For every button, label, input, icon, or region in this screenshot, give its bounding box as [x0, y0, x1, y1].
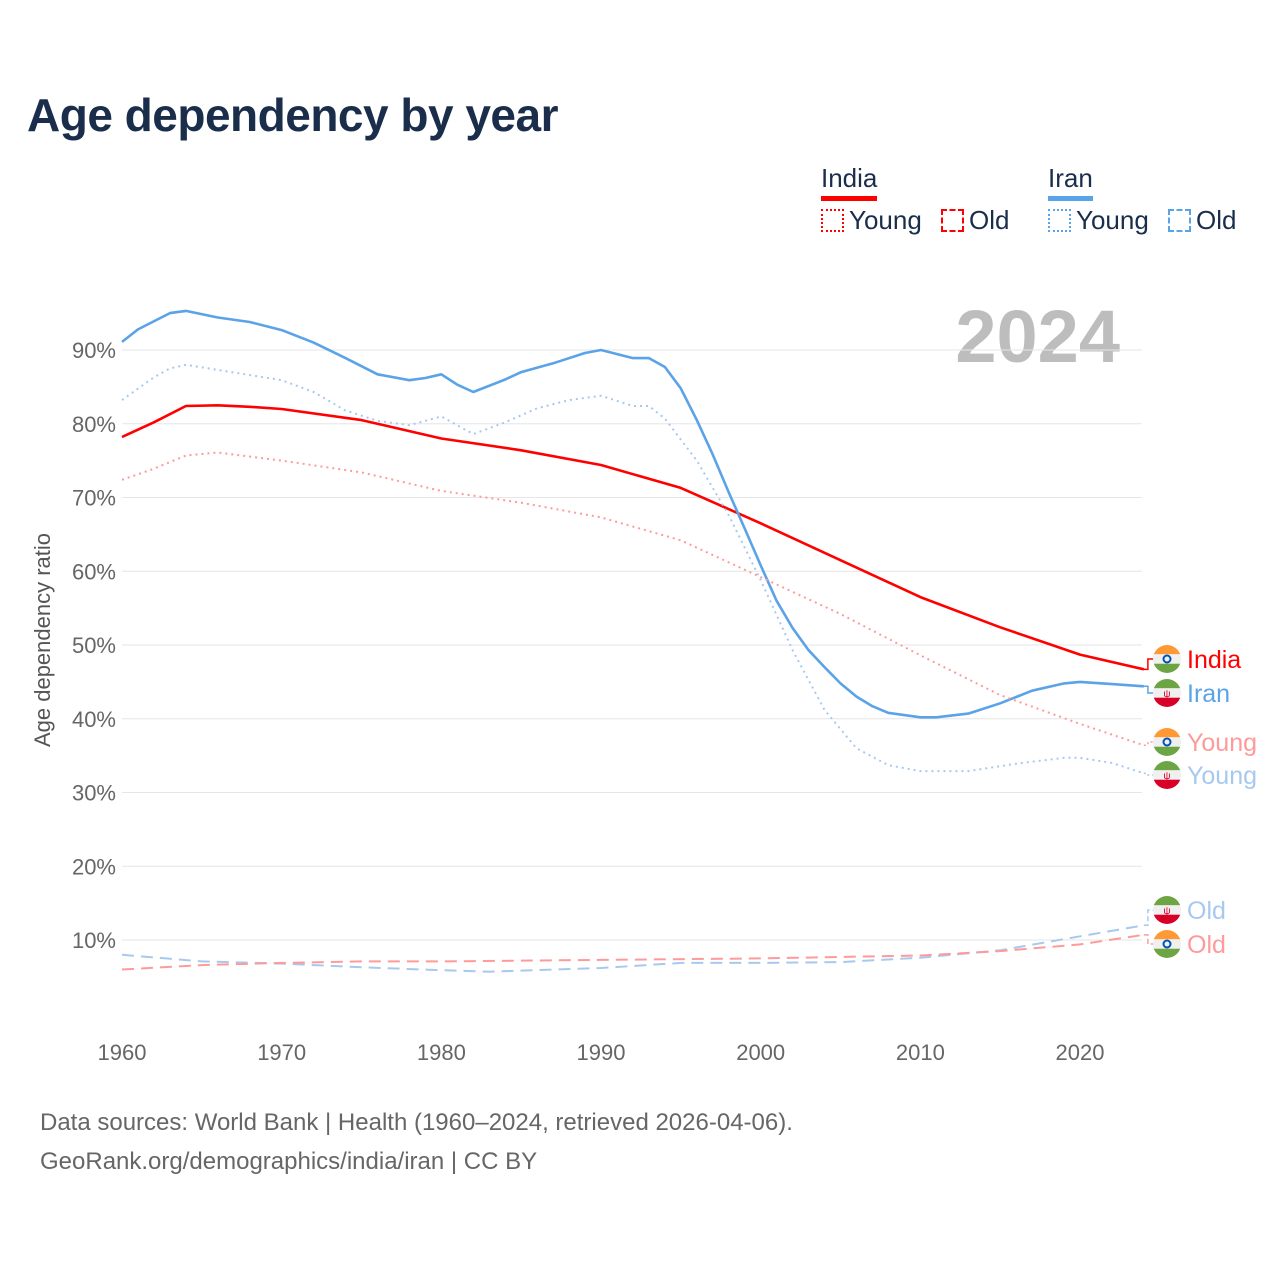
x-tick-label: 1960 — [98, 1040, 147, 1065]
flag-stripe — [1153, 779, 1181, 789]
dashed-swatch-icon — [941, 209, 964, 232]
footer-sources: Data sources: World Bank | Health (1960–… — [40, 1109, 793, 1136]
legend-india[interactable]: India — [821, 163, 878, 201]
label-connector — [1143, 772, 1154, 776]
year-overlay: 2024 — [955, 295, 1120, 378]
x-tick-label: 2000 — [736, 1040, 785, 1065]
flag-stripe — [1153, 905, 1181, 915]
legend-label: Young — [1076, 205, 1149, 235]
y-tick-label: 20% — [72, 854, 116, 879]
chakra — [1162, 654, 1172, 664]
y-tick-label: 90% — [72, 338, 116, 363]
label-connector — [1143, 658, 1154, 671]
footer-link[interactable]: GeoRank.org/demographics/india/iran | CC… — [40, 1148, 538, 1175]
y-tick-label: 50% — [72, 633, 116, 658]
legend-label: Young — [849, 205, 922, 235]
series-line-iran-old — [121, 924, 1145, 973]
india-flag-icon — [1153, 728, 1181, 756]
flag-stripe — [1153, 770, 1181, 780]
flag-stripe — [1153, 663, 1181, 673]
label-connector — [1143, 741, 1154, 747]
dashed-swatch-icon — [1168, 209, 1191, 232]
series-line-iran-young — [121, 363, 1145, 775]
flag-stripe — [1153, 930, 1181, 940]
flag-stripe — [1153, 654, 1181, 664]
iran-flag-icon: ψ — [1153, 761, 1181, 789]
iran-flag-icon: ψ — [1153, 896, 1181, 924]
chakra — [1162, 737, 1172, 747]
end-label: Young — [1187, 762, 1257, 790]
iran-flag-icon: ψ — [1153, 679, 1181, 707]
emblem: ψ — [1163, 689, 1170, 700]
y-tick-label: 10% — [72, 928, 116, 953]
legend-iran-young[interactable]: Young — [1048, 205, 1149, 236]
x-tick-label: 2020 — [1056, 1040, 1105, 1065]
flag-stripe — [1153, 761, 1181, 771]
india-flag-icon — [1153, 645, 1181, 673]
chart-title: Age dependency by year — [27, 89, 558, 141]
flag-stripe — [1153, 896, 1181, 906]
series-line-india-old — [121, 933, 1145, 971]
chakra — [1162, 939, 1172, 949]
flag-stripe — [1153, 679, 1181, 689]
dotted-swatch-icon — [821, 209, 844, 232]
label-connector — [1143, 685, 1154, 694]
end-label: Young — [1187, 729, 1257, 757]
emblem: ψ — [1163, 906, 1170, 917]
series-line-india-young — [121, 451, 1145, 747]
label-connector — [1143, 934, 1154, 945]
legend-india-young[interactable]: Young — [821, 205, 922, 236]
legend-india-old[interactable]: Old — [941, 205, 1009, 236]
legend-label: Old — [969, 205, 1010, 235]
end-label: India — [1187, 646, 1241, 674]
legend-label: Old — [1196, 205, 1237, 235]
end-label: Iran — [1187, 680, 1230, 708]
flag-stripe — [1153, 948, 1181, 958]
end-label: Old — [1187, 931, 1226, 959]
flag-stripe — [1153, 645, 1181, 655]
flag-stripe — [1153, 746, 1181, 756]
flag-stripe — [1153, 939, 1181, 949]
end-label: Old — [1187, 897, 1226, 925]
flag-stripe — [1153, 697, 1181, 707]
flag-stripe — [1153, 737, 1181, 747]
x-tick-label: 2010 — [896, 1040, 945, 1065]
y-tick-label: 80% — [72, 412, 116, 437]
legend-iran-old[interactable]: Old — [1168, 205, 1236, 236]
flag-stripe — [1153, 728, 1181, 738]
india-flag-icon — [1153, 930, 1181, 958]
y-tick-label: 60% — [72, 559, 116, 584]
dotted-swatch-icon — [1048, 209, 1071, 232]
x-tick-label: 1990 — [577, 1040, 626, 1065]
y-axis-label: Age dependency ratio — [30, 533, 55, 747]
y-tick-label: 40% — [72, 707, 116, 732]
flag-stripe — [1153, 914, 1181, 924]
series-line-iran — [121, 309, 1144, 719]
label-connector — [1143, 909, 1154, 926]
flag-stripe — [1153, 688, 1181, 698]
legend-iran[interactable]: Iran — [1048, 163, 1093, 201]
emblem: ψ — [1163, 771, 1170, 782]
y-tick-label: 30% — [72, 781, 116, 806]
y-tick-label: 70% — [72, 486, 116, 511]
x-tick-label: 1970 — [257, 1040, 306, 1065]
x-tick-label: 1980 — [417, 1040, 466, 1065]
series-line-india — [121, 404, 1145, 671]
